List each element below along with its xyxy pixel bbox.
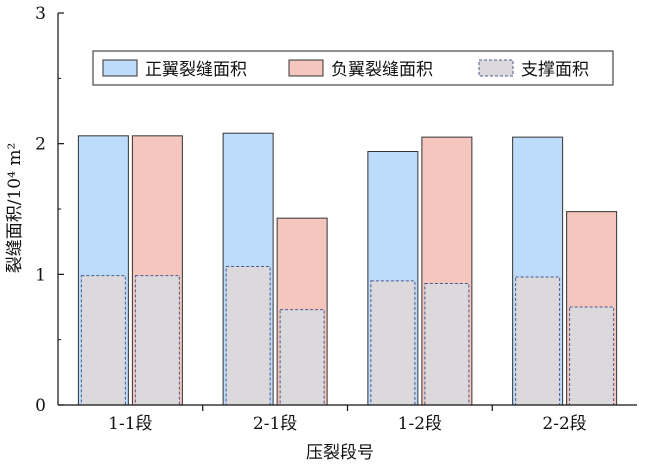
y-tick-label-0: 0: [35, 396, 46, 416]
bar-support-negative-3: [424, 282, 470, 406]
x-tick-label-1: 1-1段: [108, 414, 152, 434]
y-tick-label-3: 3: [35, 4, 46, 24]
bars-layer: [77, 132, 618, 406]
legend: 正翼裂缝面积 负翼裂缝面积 支撑面积: [92, 50, 614, 86]
x-tick-label-2: 2-1段: [253, 414, 297, 434]
bar-support-positive-2: [225, 265, 271, 406]
y-axis-title: 裂缝面积/10⁴ m²: [5, 143, 25, 274]
bar-support-positive-4: [515, 276, 561, 406]
y-tick-label-2: 2: [35, 135, 46, 155]
legend-label-3: 支撑面积: [521, 60, 589, 80]
legend-label-2: 负翼裂缝面积: [331, 60, 433, 80]
legend-box: [92, 50, 614, 86]
bar-support-negative-2: [279, 309, 325, 406]
x-axis-title: 压裂段号: [306, 443, 374, 463]
bar-support-positive-1: [80, 275, 126, 406]
axes-layer: 0 1 2 3 1-1段 2-1段 1-2段 2-2段: [35, 4, 637, 434]
y-tick-label-1: 1: [35, 265, 46, 285]
x-tick-label-3: 1-2段: [398, 414, 442, 434]
legend-label-1: 正翼裂缝面积: [145, 60, 247, 80]
legend-swatch-1: [102, 59, 138, 77]
bar-support-negative-4: [569, 306, 615, 406]
bar-support-positive-3: [370, 280, 416, 406]
legend-swatch-3: [478, 59, 514, 77]
legend-swatch-2: [288, 59, 324, 77]
bar-support-negative-1: [134, 275, 180, 406]
x-tick-label-4: 2-2段: [542, 414, 586, 434]
